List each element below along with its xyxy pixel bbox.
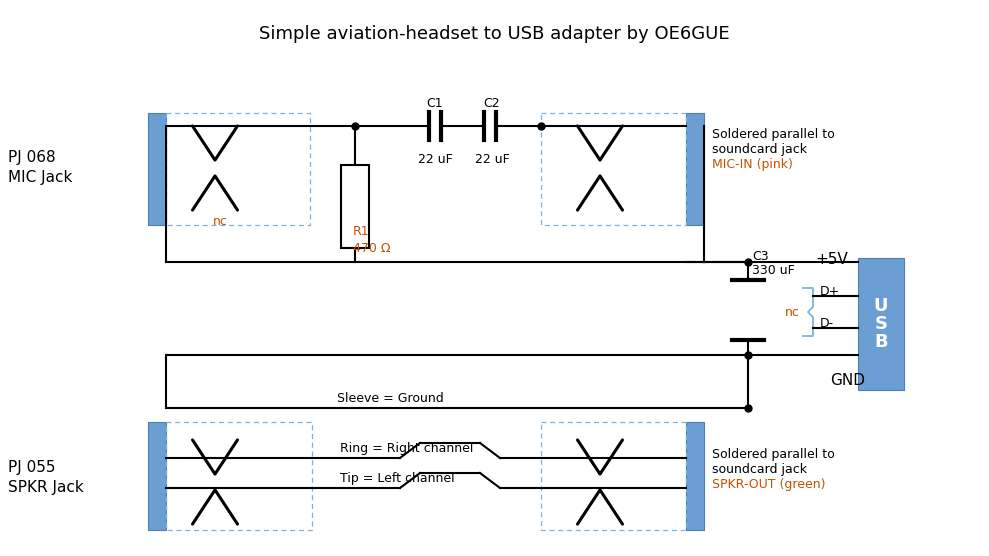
Text: C1: C1 <box>426 97 443 110</box>
Bar <box>148 113 166 225</box>
Text: 22 uF: 22 uF <box>417 153 452 166</box>
Text: SPKR-OUT (green): SPKR-OUT (green) <box>712 478 826 491</box>
Text: soundcard jack: soundcard jack <box>712 143 807 156</box>
Text: PJ 055: PJ 055 <box>8 460 55 475</box>
Bar <box>858 258 904 390</box>
Text: Tip = Left channel: Tip = Left channel <box>340 472 455 485</box>
Bar <box>686 113 704 225</box>
Text: R1: R1 <box>353 225 370 238</box>
Text: 470 Ω: 470 Ω <box>353 242 391 255</box>
Text: C3: C3 <box>752 250 768 263</box>
Text: nc: nc <box>213 215 227 228</box>
Text: 22 uF: 22 uF <box>475 153 509 166</box>
Text: PJ 068: PJ 068 <box>8 150 55 165</box>
Text: Sleeve = Ground: Sleeve = Ground <box>336 392 443 405</box>
Text: soundcard jack: soundcard jack <box>712 463 807 476</box>
Text: GND: GND <box>830 373 865 388</box>
Text: U
S
B: U S B <box>873 297 888 351</box>
Bar <box>341 165 369 248</box>
Bar <box>148 422 166 530</box>
Text: Soldered parallel to: Soldered parallel to <box>712 448 835 461</box>
Text: Ring = Right channel: Ring = Right channel <box>340 442 474 455</box>
Text: C2: C2 <box>484 97 500 110</box>
Text: MIC-IN (pink): MIC-IN (pink) <box>712 158 793 171</box>
Bar <box>686 422 704 530</box>
Text: nc: nc <box>785 305 800 319</box>
Text: SPKR Jack: SPKR Jack <box>8 480 84 495</box>
Text: Simple aviation-headset to USB adapter by OE6GUE: Simple aviation-headset to USB adapter b… <box>259 25 729 43</box>
Text: D+: D+ <box>820 285 841 298</box>
Text: Soldered parallel to: Soldered parallel to <box>712 128 835 141</box>
Text: 330 uF: 330 uF <box>752 264 795 277</box>
Text: MIC Jack: MIC Jack <box>8 170 72 185</box>
Text: D-: D- <box>820 317 834 330</box>
Text: +5V: +5V <box>815 252 848 267</box>
